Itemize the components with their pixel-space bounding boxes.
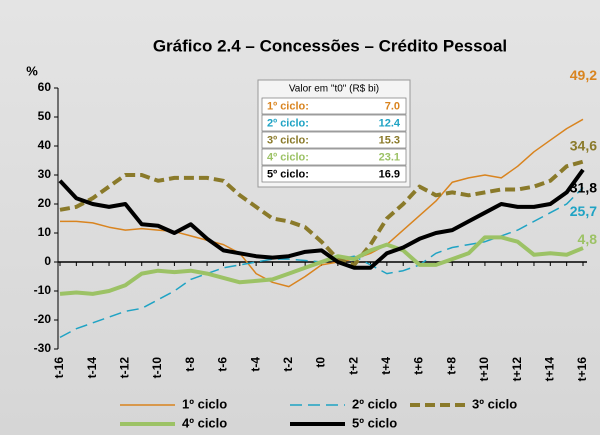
x-tick-label: t+8 [444, 357, 458, 375]
x-tick-label: t-6 [216, 357, 230, 372]
legend-label: 4º ciclo [182, 415, 227, 430]
x-tick-label: t-14 [85, 357, 99, 379]
x-tick-label: t-12 [118, 357, 132, 379]
x-tick-label: t-16 [52, 357, 66, 379]
x-tick-label: t+6 [412, 357, 426, 375]
legend-label: 3º ciclo [472, 396, 517, 411]
y-tick-label: 0 [44, 254, 51, 268]
legend-label: 2º ciclo [352, 396, 397, 411]
table-value: 23.1 [379, 151, 400, 163]
table-cell [261, 165, 407, 183]
series-line [60, 118, 584, 288]
table-label: 5º ciclo: [267, 168, 309, 180]
y-tick-label: -30 [34, 341, 52, 355]
x-tick-label: t-2 [281, 357, 295, 372]
y-tick-label: -10 [34, 283, 52, 297]
x-tick-label: t-10 [150, 357, 164, 379]
y-tick-label: 20 [38, 196, 52, 210]
value-label: 49,2 [570, 67, 597, 83]
y-tick-label: -20 [34, 312, 52, 326]
x-tick-label: t-4 [248, 357, 262, 372]
y-tick-label: 10 [38, 225, 52, 239]
x-tick-label: t-8 [183, 357, 197, 372]
x-tick-label: t0 [314, 357, 328, 368]
table-value: 15.3 [379, 134, 400, 146]
x-tick-label: t+14 [542, 357, 556, 382]
x-tick-label: t+12 [510, 357, 524, 382]
table-label: 2º ciclo: [267, 117, 309, 129]
table-value: 12.4 [379, 117, 401, 129]
y-tick-label: 40 [38, 138, 52, 152]
series-line [58, 168, 585, 270]
legend-label: 1º ciclo [182, 396, 227, 411]
y-tick-label: 60 [38, 80, 52, 94]
table-label: 4º ciclo: [267, 151, 309, 163]
value-label: 25,7 [570, 203, 597, 219]
value-label: 31,8 [570, 179, 597, 195]
table-cell [261, 131, 407, 149]
x-tick-label: t+16 [575, 357, 589, 382]
table-cell [261, 97, 407, 115]
legend-label: 5º ciclo [352, 415, 397, 430]
table-title: Valor em "t0" (R$ bi) [289, 84, 379, 95]
value-label: 34,6 [570, 137, 597, 153]
y-tick-label: 30 [38, 167, 52, 181]
value-label: 4,8 [578, 231, 598, 247]
x-tick-label: t+4 [379, 357, 393, 375]
table-cell [261, 148, 407, 166]
chart-title: Gráfico 2.4 – Concessões – Crédito Pesso… [153, 36, 507, 55]
table-value: 16.9 [379, 168, 400, 180]
x-tick-label: t+2 [346, 357, 360, 375]
y-tick-label: 50 [38, 109, 52, 123]
table-cell [261, 114, 407, 132]
x-tick-label: t+10 [477, 357, 491, 382]
series-line [59, 235, 584, 296]
table-label: 1º ciclo: [267, 100, 309, 112]
y-axis-label: % [26, 63, 38, 78]
table-value: 7.0 [385, 100, 400, 112]
table-label: 3º ciclo: [267, 134, 309, 146]
series-line [59, 159, 584, 267]
